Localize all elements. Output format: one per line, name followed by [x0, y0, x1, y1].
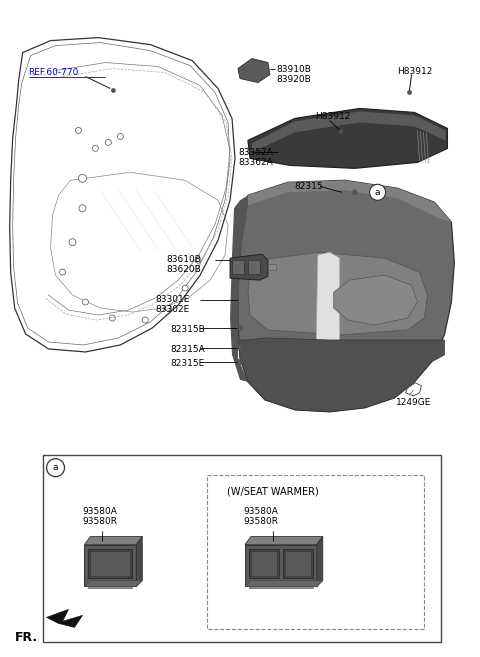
- Circle shape: [83, 299, 88, 305]
- Text: 83352A: 83352A: [238, 148, 273, 158]
- Text: 83610B: 83610B: [166, 255, 201, 264]
- Circle shape: [238, 359, 242, 365]
- Circle shape: [352, 190, 357, 194]
- Bar: [248, 260, 260, 274]
- Polygon shape: [248, 180, 451, 222]
- Polygon shape: [230, 254, 268, 280]
- Circle shape: [79, 205, 86, 212]
- Text: FR.: FR.: [15, 631, 38, 645]
- Bar: [283, 549, 313, 578]
- Circle shape: [408, 91, 411, 95]
- Polygon shape: [230, 195, 248, 382]
- Circle shape: [195, 257, 201, 263]
- Bar: [285, 551, 311, 576]
- Circle shape: [238, 346, 242, 350]
- Circle shape: [78, 174, 86, 182]
- Circle shape: [75, 127, 82, 133]
- Circle shape: [117, 133, 123, 139]
- Polygon shape: [317, 537, 323, 587]
- Bar: [88, 549, 132, 578]
- Polygon shape: [248, 252, 428, 335]
- Circle shape: [238, 325, 242, 330]
- Bar: [90, 551, 130, 576]
- Polygon shape: [238, 58, 270, 83]
- Text: 1249GE: 1249GE: [396, 398, 431, 407]
- Text: 82315B: 82315B: [170, 325, 205, 334]
- Bar: [251, 551, 277, 576]
- Text: 93580A: 93580A: [83, 507, 117, 516]
- Polygon shape: [248, 108, 447, 168]
- Bar: [207, 475, 424, 629]
- Circle shape: [47, 459, 64, 477]
- Text: 93580A: 93580A: [243, 507, 278, 516]
- Circle shape: [106, 139, 111, 145]
- Text: 83301E: 83301E: [155, 295, 190, 304]
- Circle shape: [69, 238, 76, 246]
- Circle shape: [165, 305, 171, 311]
- Bar: [232, 260, 244, 274]
- Text: REF.60-770: REF.60-770: [29, 68, 79, 77]
- Polygon shape: [245, 537, 323, 545]
- Polygon shape: [334, 275, 418, 325]
- Polygon shape: [47, 610, 83, 627]
- Polygon shape: [238, 180, 455, 412]
- Text: a: a: [53, 463, 58, 472]
- Text: (W/SEAT WARMER): (W/SEAT WARMER): [227, 487, 319, 497]
- Polygon shape: [238, 338, 444, 412]
- Polygon shape: [245, 581, 323, 587]
- Bar: [249, 549, 279, 578]
- Bar: [43, 455, 442, 643]
- Circle shape: [109, 315, 115, 321]
- Polygon shape: [252, 112, 445, 152]
- Circle shape: [370, 185, 385, 200]
- Circle shape: [142, 317, 148, 323]
- Bar: [88, 581, 132, 589]
- Circle shape: [93, 145, 98, 151]
- Bar: [268, 264, 276, 270]
- Text: 83620B: 83620B: [166, 265, 201, 274]
- Circle shape: [339, 129, 343, 133]
- Text: H83912: H83912: [397, 66, 433, 76]
- Polygon shape: [84, 537, 142, 545]
- Text: 83302E: 83302E: [155, 305, 190, 314]
- Text: a: a: [375, 188, 380, 197]
- Text: 83920B: 83920B: [276, 74, 311, 83]
- Text: 82315A: 82315A: [170, 345, 205, 354]
- Text: 93580R: 93580R: [83, 516, 118, 526]
- Polygon shape: [84, 581, 142, 587]
- Text: 83362A: 83362A: [238, 158, 273, 168]
- Bar: [245, 545, 317, 587]
- Text: 82315E: 82315E: [170, 359, 204, 368]
- Polygon shape: [316, 252, 340, 372]
- Bar: [249, 581, 313, 589]
- Circle shape: [111, 89, 115, 93]
- Text: H83912: H83912: [315, 112, 350, 122]
- Bar: [84, 545, 136, 587]
- Text: 83910B: 83910B: [276, 64, 311, 74]
- Circle shape: [182, 285, 188, 291]
- Text: 82315: 82315: [295, 182, 324, 191]
- Polygon shape: [136, 537, 142, 587]
- Text: 93580R: 93580R: [243, 516, 278, 526]
- Circle shape: [60, 269, 65, 275]
